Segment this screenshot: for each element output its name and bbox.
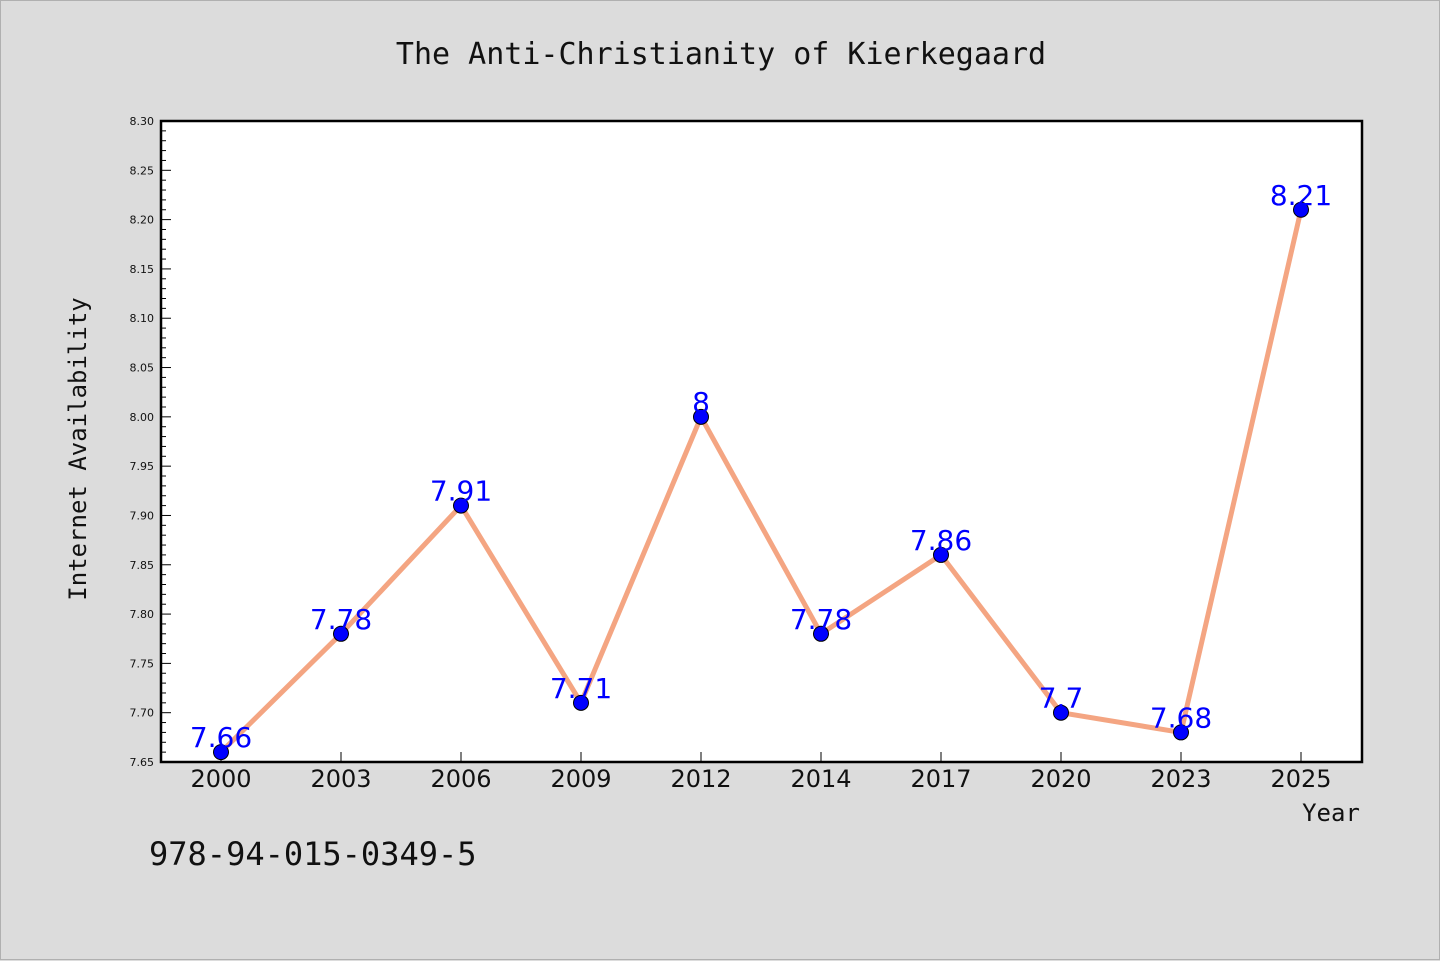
data-label: 7.78 — [790, 603, 852, 636]
y-tick-label: 7.80 — [130, 608, 155, 621]
y-tick-label: 7.95 — [130, 460, 155, 473]
y-tick-label: 7.70 — [130, 707, 155, 720]
y-tick-label: 8.25 — [130, 164, 155, 177]
data-label: 8.21 — [1270, 179, 1332, 212]
y-tick-label: 7.65 — [130, 756, 155, 769]
data-point — [1173, 724, 1189, 741]
x-tick-label: 2003 — [310, 765, 371, 793]
data-point — [933, 546, 949, 563]
data-point — [813, 625, 829, 642]
data-point — [333, 625, 349, 642]
data-point — [213, 744, 229, 761]
x-tick-label: 2017 — [910, 765, 971, 793]
data-label: 7.68 — [1150, 701, 1212, 734]
y-tick-label: 8.20 — [130, 214, 155, 227]
data-label: 7.71 — [550, 672, 612, 705]
x-axis-label: Year — [1302, 799, 1360, 827]
data-labels: 7.66 7.78 7.91 7.71 8 7.78 7.86 7.7 7.68 8.21 — [190, 179, 1332, 754]
x-axis: 2000 2003 2006 2009 2012 2014 2017 2020 2023 2025 — [190, 752, 1332, 793]
y-tick-label: 8.15 — [130, 263, 155, 276]
isbn-text: 978-94-015-0349-5 — [149, 835, 477, 873]
data-point — [1053, 704, 1069, 721]
y-axis-label: Internet Availability — [64, 297, 92, 600]
x-tick-label: 2000 — [190, 765, 251, 793]
chart-title: The Anti-Christianity of Kierkegaard — [396, 37, 1046, 72]
data-label: 7.7 — [1039, 682, 1084, 715]
data-point — [693, 408, 709, 425]
y-tick-label: 7.75 — [130, 657, 155, 670]
plot-area — [159, 119, 1364, 764]
series-line-group — [218, 207, 1304, 755]
x-tick-label: 2025 — [1270, 765, 1331, 793]
data-label: 8 — [692, 386, 710, 419]
y-axis: 7.65 7.70 7.75 7.80 7.85 7.90 7.95 8.00 8.05 8.10… — [130, 115, 171, 769]
data-label: 7.86 — [910, 524, 972, 557]
data-point — [573, 694, 589, 711]
data-label: 7.78 — [310, 603, 372, 636]
data-label: 7.66 — [190, 721, 252, 754]
x-tick-label: 2009 — [550, 765, 611, 793]
data-point — [1293, 201, 1309, 218]
y-tick-label: 8.05 — [130, 362, 155, 375]
y-tick-label: 8.10 — [130, 312, 155, 325]
x-tick-label: 2012 — [670, 765, 731, 793]
x-tick-label: 2006 — [430, 765, 491, 793]
y-tick-label: 7.90 — [130, 509, 155, 522]
x-tick-label: 2020 — [1030, 765, 1091, 793]
x-tick-label: 2014 — [790, 765, 851, 793]
series-line — [218, 207, 1304, 755]
data-points — [213, 201, 1309, 761]
data-label: 7.91 — [430, 475, 492, 508]
y-tick-label: 7.85 — [130, 559, 155, 572]
data-point — [453, 497, 469, 514]
y-tick-label: 8.00 — [130, 411, 155, 424]
x-tick-label: 2023 — [1150, 765, 1211, 793]
y-tick-label: 8.30 — [130, 115, 155, 128]
